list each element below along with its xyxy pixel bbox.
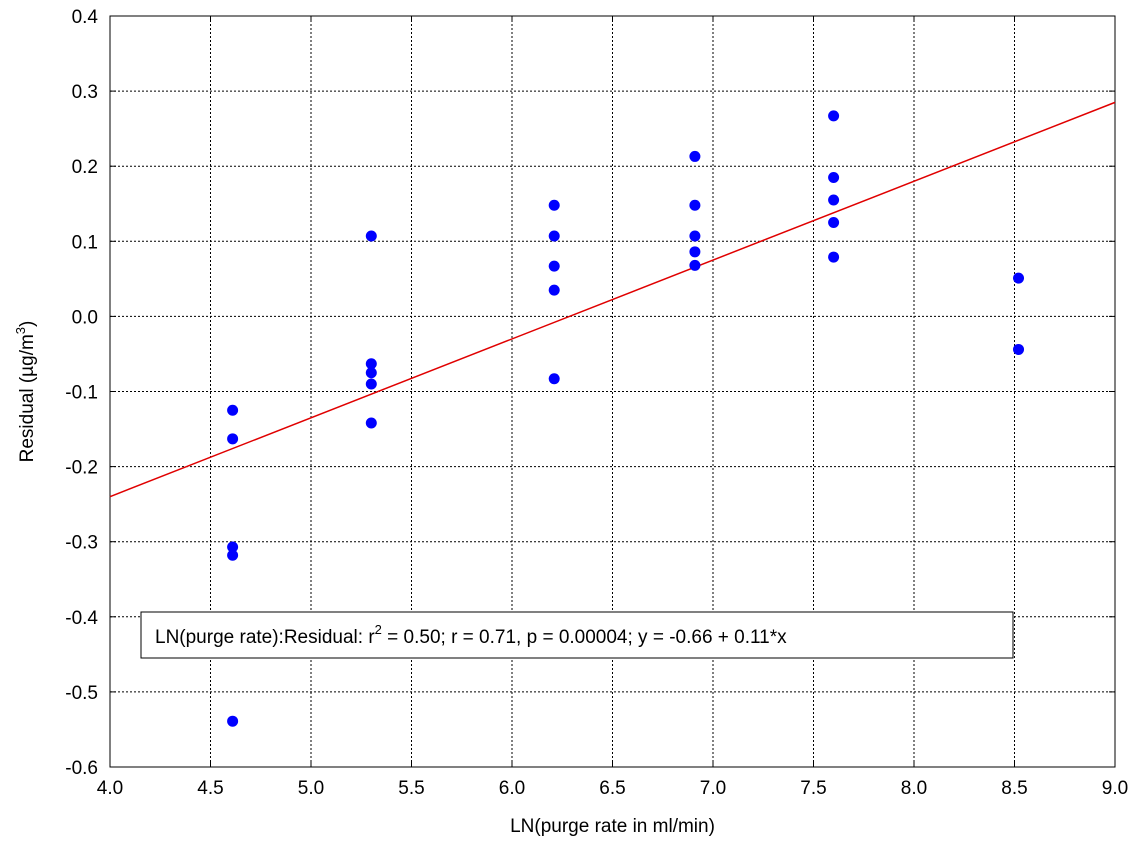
x-axis-title: LN(purge rate in ml/min) bbox=[510, 816, 715, 837]
data-point bbox=[227, 404, 239, 416]
data-point bbox=[548, 260, 560, 272]
y-tick-label: -0.2 bbox=[65, 458, 98, 479]
y-tick-label: -0.6 bbox=[65, 758, 98, 779]
y-tick-label: 0.1 bbox=[72, 232, 98, 253]
data-point bbox=[828, 110, 840, 122]
data-point bbox=[548, 373, 560, 385]
data-point bbox=[689, 230, 701, 242]
x-tick-label: 9.0 bbox=[1102, 778, 1128, 799]
x-tick-label: 7.0 bbox=[700, 778, 726, 799]
data-point bbox=[828, 171, 840, 183]
data-point bbox=[689, 199, 701, 211]
y-tick-label: 0.3 bbox=[72, 82, 98, 103]
data-point bbox=[365, 358, 377, 370]
data-point bbox=[1013, 272, 1025, 284]
data-point bbox=[227, 541, 239, 553]
data-point bbox=[365, 378, 377, 390]
data-point bbox=[365, 230, 377, 242]
y-axis-title-end: ) bbox=[17, 321, 38, 327]
y-axis-title: Residual (µg/m3) bbox=[13, 321, 38, 463]
y-tick-label: -0.5 bbox=[65, 683, 98, 704]
annotation-frame bbox=[140, 611, 1014, 659]
x-tick-label: 6.5 bbox=[599, 778, 625, 799]
x-tick-label: 8.0 bbox=[901, 778, 927, 799]
data-point bbox=[548, 230, 560, 242]
y-tick-label: 0.0 bbox=[72, 307, 98, 328]
y-axis-title-superscript: 3 bbox=[13, 327, 28, 334]
x-tick-label: 7.5 bbox=[800, 778, 826, 799]
data-point bbox=[689, 246, 701, 258]
y-tick-label: -0.3 bbox=[65, 533, 98, 554]
x-tick-label: 6.0 bbox=[499, 778, 525, 799]
annotation-superscript: 2 bbox=[375, 622, 382, 637]
annotation-box: LN(purge rate):Residual: r2 = 0.50; r = … bbox=[140, 611, 1014, 659]
annotation-prefix: LN(purge rate):Residual: r bbox=[155, 627, 375, 648]
data-point bbox=[828, 217, 840, 229]
y-tick-label: -0.4 bbox=[65, 608, 98, 629]
x-tick-labels: 4.0 4.5 5.0 5.5 6.0 6.5 7.0 7.5 8.0 8.5 9.0 bbox=[97, 778, 1128, 799]
data-point bbox=[689, 150, 701, 162]
data-point bbox=[548, 284, 560, 296]
y-tick-label: 0.2 bbox=[72, 157, 98, 178]
data-point bbox=[689, 259, 701, 271]
data-point bbox=[365, 417, 377, 429]
data-point bbox=[227, 433, 239, 445]
x-tick-label: 4.0 bbox=[97, 778, 123, 799]
annotation-text: LN(purge rate):Residual: r2 = 0.50; r = … bbox=[155, 622, 787, 648]
data-point bbox=[227, 715, 239, 727]
y-tick-label: -0.1 bbox=[65, 383, 98, 404]
data-point bbox=[828, 194, 840, 206]
data-point bbox=[1013, 343, 1025, 355]
x-tick-label: 8.5 bbox=[1001, 778, 1027, 799]
y-tick-label: 0.4 bbox=[72, 7, 99, 28]
x-tick-label: 5.0 bbox=[298, 778, 324, 799]
data-points bbox=[227, 110, 1025, 727]
data-point bbox=[548, 199, 560, 211]
x-tick-label: 5.5 bbox=[398, 778, 424, 799]
x-tick-label: 4.5 bbox=[197, 778, 223, 799]
y-axis-title-main: Residual (µg/m bbox=[17, 334, 38, 462]
data-point bbox=[227, 549, 239, 561]
data-point bbox=[828, 251, 840, 263]
annotation-suffix: = 0.50; r = 0.71, p = 0.00004; y = -0.66… bbox=[382, 627, 787, 648]
y-tick-labels: -0.6 -0.5 -0.4 -0.3 -0.2 -0.1 0.0 0.1 0.2 0.3 0.4 bbox=[65, 7, 98, 779]
tick-marks bbox=[109, 15, 1116, 768]
regression-line bbox=[109, 101, 1116, 498]
data-point bbox=[365, 367, 377, 379]
